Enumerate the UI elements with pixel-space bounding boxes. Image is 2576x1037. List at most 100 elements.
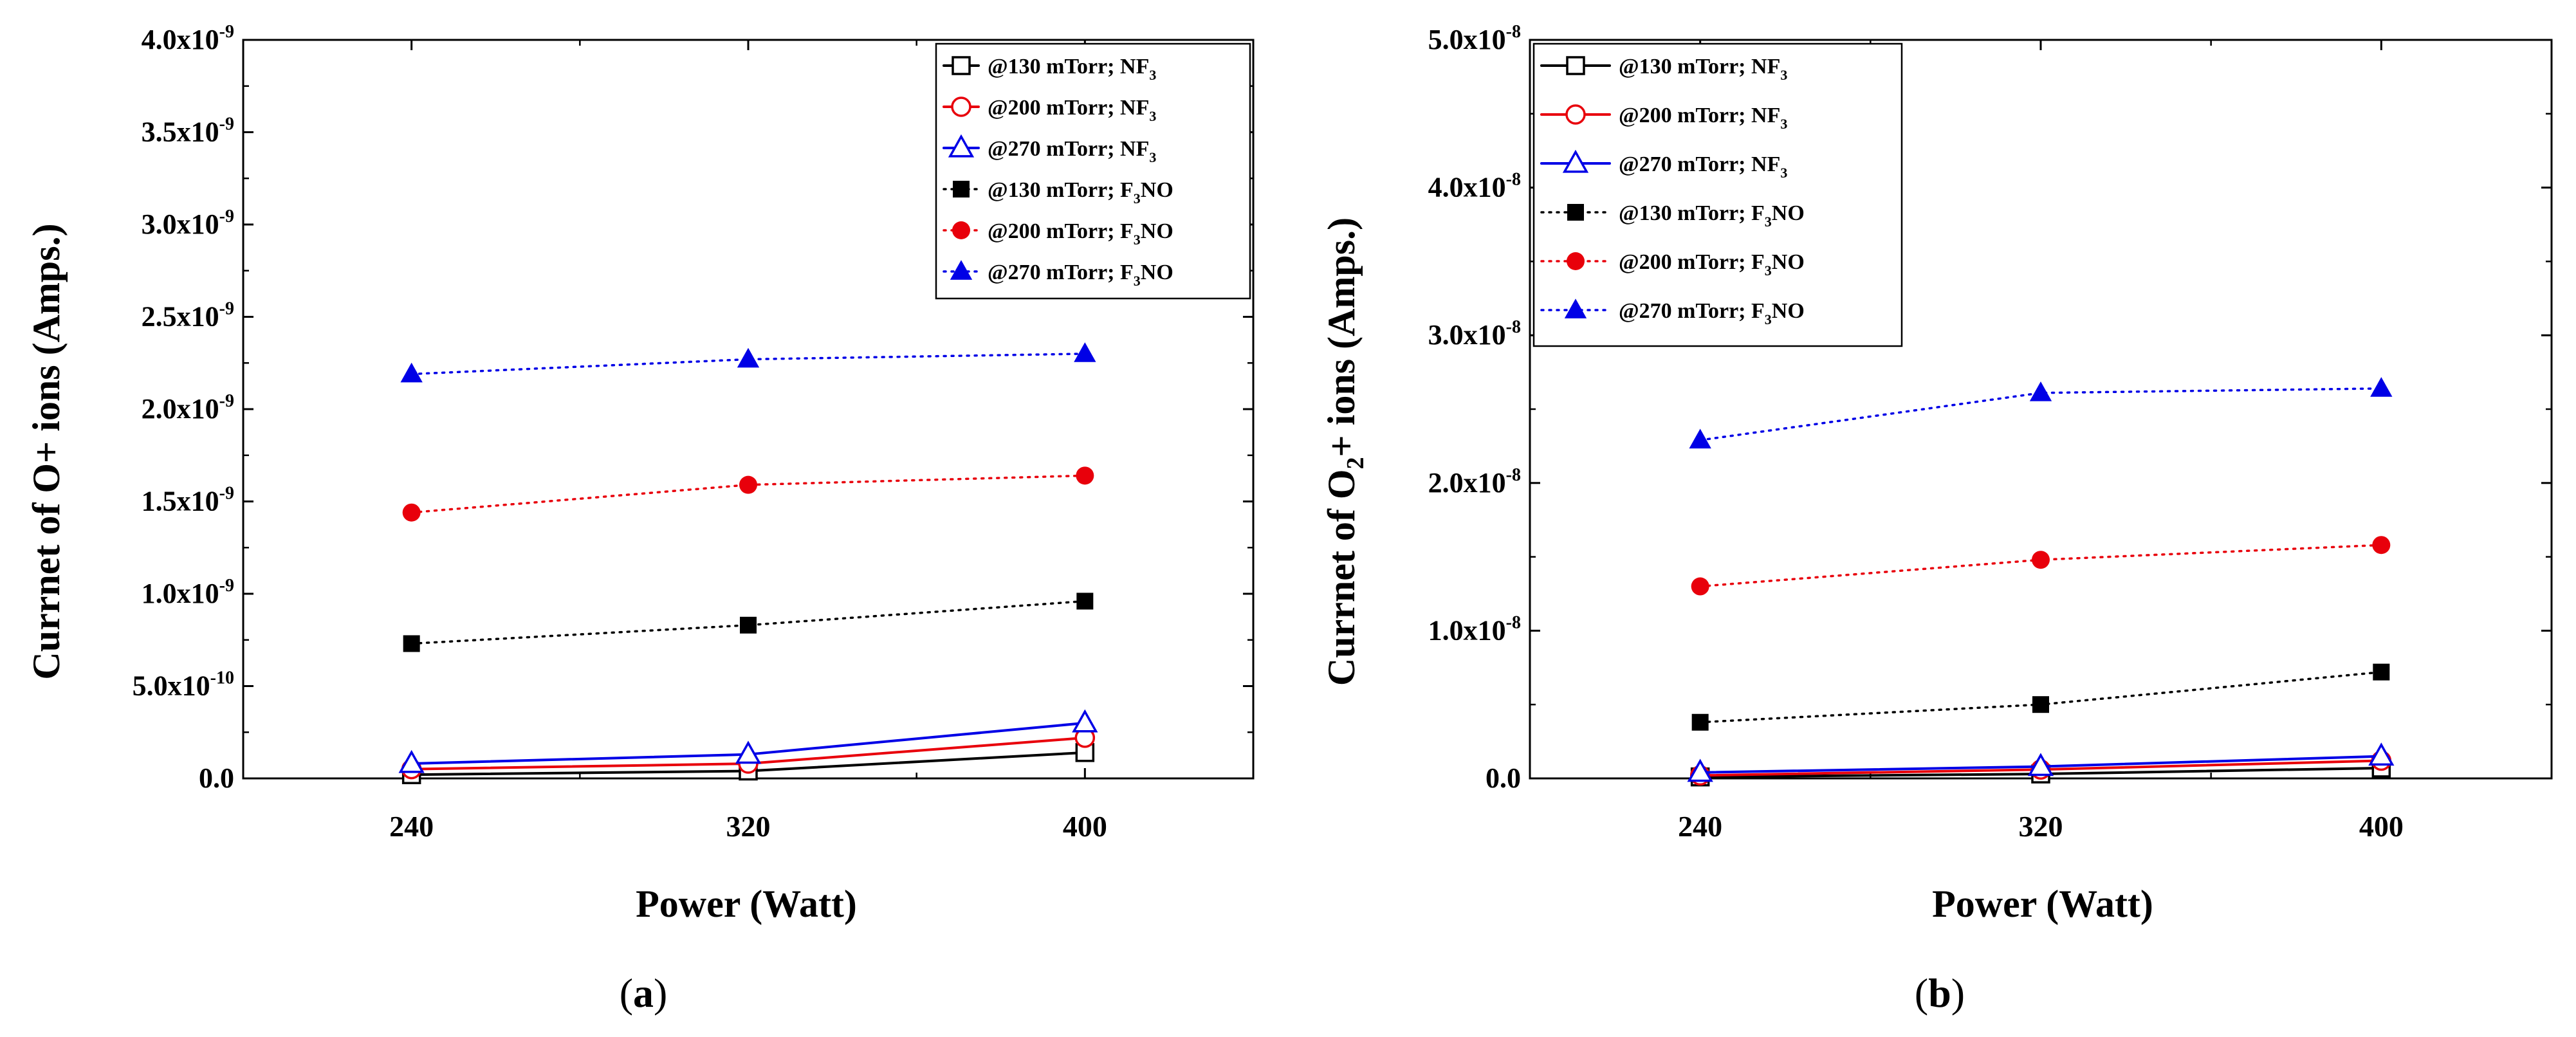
chart-a-series-5-point <box>400 362 423 383</box>
chart-b-series-3-point <box>2373 663 2390 681</box>
chart-b-ytick-exponent: -8 <box>1506 612 1521 632</box>
chart-b-legend-sub: 3 <box>1765 214 1772 230</box>
chart-b-legend-label-5: @270 mTorr; F3NO <box>1619 299 1805 327</box>
panel-a-letter: a <box>633 970 654 1016</box>
chart-b-ytick-label: 2.0x10-8 <box>1428 465 1521 499</box>
chart-b-series-2-point <box>2368 742 2395 766</box>
chart-a-ytick-label: 2.0x10-9 <box>142 391 234 425</box>
chart-b-ytick-exponent: -8 <box>1506 465 1521 485</box>
chart-b-legend-label-1: @200 mTorr; NF3 <box>1619 104 1787 132</box>
chart-a-series-3-point <box>1076 592 1094 610</box>
chart-b-legend-box <box>1532 42 1903 347</box>
chart-b-ytick-label: 0.0 <box>1486 762 1521 794</box>
panel-a-caption: (a) <box>620 970 668 1016</box>
chart-b-legend-marker-5 <box>1564 298 1587 318</box>
chart-b-ylabel-part2: + ions (Amps.) <box>1320 217 1363 457</box>
chart-b-legend-sub: 3 <box>1765 311 1772 327</box>
chart-b-legend-marker-4 <box>1567 252 1585 270</box>
chart-b-xlabel: Power (Watt) <box>1932 883 2153 925</box>
chart-a-ytick-mantissa: 3.5x10 <box>142 116 219 148</box>
panel-b-letter: b <box>1928 970 1951 1016</box>
chart-b-ytick-mantissa: 0.0 <box>1486 762 1521 794</box>
chart-b-ytick-exponent: -8 <box>1506 170 1521 190</box>
chart-a-legend-text: @270 mTorr; F <box>988 261 1134 284</box>
chart-a-series-5-point <box>1074 342 1096 362</box>
chart-a-ytick-label: 1.5x10-9 <box>142 484 234 517</box>
chart-a-legend-marker-3 <box>953 181 970 197</box>
chart-b-xtick-label: 240 <box>1678 810 1722 843</box>
chart-a-xtick-label: 240 <box>389 810 434 843</box>
chart-a-legend-sub: 3 <box>1134 273 1141 289</box>
panel-b-caption: (b) <box>1915 970 1965 1016</box>
chart-b-ylabel: Currnet of O2+ ions (Amps.) <box>1320 217 1369 686</box>
chart-a-series-4-point <box>402 503 421 522</box>
chart-a-ytick-exponent: -9 <box>219 206 234 226</box>
chart-b-legend-sub: 3 <box>1780 165 1787 181</box>
chart-b-legend-sub: 3 <box>1780 116 1787 132</box>
chart-a-legend-marker-2 <box>948 134 975 158</box>
chart-a-ytick-exponent: -9 <box>219 22 234 42</box>
chart-a-series-3-point <box>403 635 420 652</box>
chart-a-xlabel: Power (Watt) <box>636 883 857 925</box>
chart-a-ytick-exponent: -9 <box>219 484 234 504</box>
chart-a-ytick-mantissa: 5.0x10 <box>133 670 210 702</box>
chart-a-ylabel: Currnet of O+ ions (Amps.) <box>25 223 68 679</box>
chart-b-legend-text: @200 mTorr; F <box>1619 250 1765 274</box>
chart-a-series-2-point <box>398 749 425 773</box>
chart-a-ytick-mantissa: 2.5x10 <box>142 301 219 333</box>
chart-b-series-4-point <box>1691 577 1709 596</box>
chart-a-ytick-label: 3.5x10-9 <box>142 115 234 148</box>
chart-b-ytick-label: 4.0x10-8 <box>1428 170 1521 203</box>
chart-b-legend-marker-2 <box>1562 149 1589 173</box>
chart-a-legend-label-4: @200 mTorr; F3NO <box>988 219 1173 248</box>
chart-b-legend-sub: 3 <box>1780 67 1787 83</box>
chart-a-legend-sub: 3 <box>1134 190 1141 206</box>
chart-a-legend-sub: 3 <box>1149 67 1156 83</box>
chart-a-legend-text: @200 mTorr; NF <box>988 96 1149 120</box>
chart-b-legend-label-0: @130 mTorr; NF3 <box>1619 55 1787 83</box>
chart-b-legend-text: @270 mTorr; NF <box>1619 152 1780 176</box>
chart-a-ytick-exponent: -9 <box>219 115 234 134</box>
chart-b-ytick-label: 5.0x10-8 <box>1428 22 1521 55</box>
chart-a-legend-label-2: @270 mTorr; NF3 <box>988 137 1156 165</box>
chart-b-series-4-point <box>2372 536 2391 555</box>
chart-a-legend-marker-5 <box>950 260 973 280</box>
chart-a-legend-suffix: NO <box>1141 178 1173 202</box>
chart-a-ytick-mantissa: 4.0x10 <box>142 24 219 55</box>
chart-a-ytick-label: 0.0 <box>199 762 234 794</box>
chart-a: 0.05.0x10-101.0x10-91.5x10-92.0x10-92.5x… <box>133 22 1255 843</box>
chart-a-legend-text: @270 mTorr; NF <box>988 137 1149 161</box>
chart-b-legend-text: @130 mTorr; F <box>1619 201 1765 225</box>
chart-a-ytick-label: 2.5x10-9 <box>142 299 234 333</box>
chart-a-legend-suffix: NO <box>1141 261 1173 284</box>
chart-a-series-5-point <box>737 347 760 368</box>
chart-a-ytick-exponent: -9 <box>219 576 234 596</box>
chart-a-series-4-point <box>1076 466 1094 485</box>
chart-b-legend-sub: 3 <box>1765 262 1772 279</box>
chart-a-legend-label-5: @270 mTorr; F3NO <box>988 261 1173 289</box>
chart-a-legend-sub: 3 <box>1149 108 1156 124</box>
chart-b-series-3-point <box>2032 696 2049 713</box>
chart-a-legend-label-1: @200 mTorr; NF3 <box>988 96 1156 124</box>
chart-a-legend-label-0: @130 mTorr; NF3 <box>988 55 1156 83</box>
chart-a-series-2-point <box>735 740 762 764</box>
chart-b-legend-marker-3 <box>1567 204 1584 221</box>
chart-b-legend-text: @130 mTorr; NF <box>1619 55 1780 78</box>
chart-b-series-3-point <box>1691 713 1709 731</box>
chart-b-legend-suffix: NO <box>1772 250 1805 274</box>
chart-b-series-5-point <box>1689 428 1711 449</box>
chart-a-legend-marker-1 <box>951 96 971 117</box>
chart-b-ylabel-sub: 2 <box>1342 457 1369 469</box>
chart-a-legend-box <box>935 42 1251 300</box>
chart-b-series-line-5 <box>1698 387 2383 441</box>
chart-b-series-5-point <box>2370 377 2393 397</box>
chart-a-legend-suffix: NO <box>1141 219 1173 243</box>
chart-a-series-2-point <box>1072 709 1098 733</box>
chart-a-legend-marker-0 <box>952 56 971 75</box>
chart-a-ytick-exponent: -10 <box>210 668 234 688</box>
chart-b-ylabel-part1: Currnet of O <box>1320 469 1363 686</box>
chart-b: 0.01.0x10-82.0x10-83.0x10-84.0x10-85.0x1… <box>1428 22 2553 843</box>
chart-b-series-5-point <box>2029 381 2052 401</box>
chart-b-xtick-label: 320 <box>2019 810 2063 843</box>
